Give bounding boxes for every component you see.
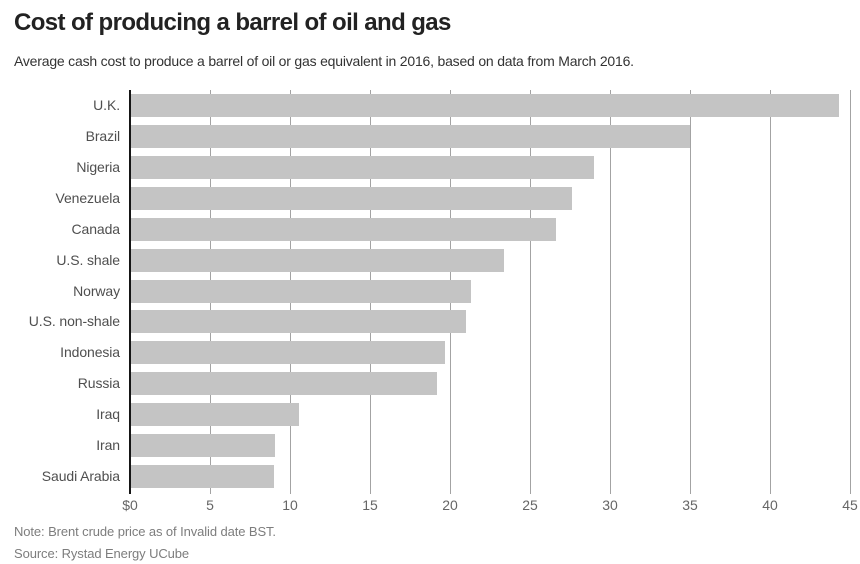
gridline xyxy=(530,90,531,494)
chart-source: Source: Rystad Energy UCube xyxy=(14,546,190,561)
bar xyxy=(131,465,274,489)
x-tick-label: 40 xyxy=(762,497,778,513)
category-label: Canada xyxy=(71,220,121,237)
bar xyxy=(131,155,594,179)
bar xyxy=(131,372,437,396)
x-tick-label: 35 xyxy=(682,497,698,513)
x-tick-label: 15 xyxy=(362,497,378,513)
bar xyxy=(131,310,466,334)
category-label: Nigeria xyxy=(76,158,120,175)
gridline xyxy=(770,90,771,494)
category-label: U.K. xyxy=(93,97,120,113)
bar xyxy=(131,248,504,272)
x-tick-label: 45 xyxy=(842,497,858,513)
chart-title: Cost of producing a barrel of oil and ga… xyxy=(14,9,451,36)
gridline xyxy=(690,90,691,494)
category-label: Brazil xyxy=(85,127,121,144)
category-label: Russia xyxy=(77,375,120,392)
bar xyxy=(131,217,556,241)
category-label: Iraq xyxy=(96,406,120,423)
bar xyxy=(131,186,572,210)
bar xyxy=(131,124,690,148)
category-label: Indonesia xyxy=(60,344,120,361)
bar-chart: $0 5 10 15 20 25 30 35 40 45 U.K. Brazil Nigeria Vene… xyxy=(0,90,860,520)
bar xyxy=(131,434,275,458)
bar xyxy=(131,279,471,303)
bar xyxy=(131,403,299,427)
x-tick-label: 5 xyxy=(206,497,214,513)
gridline xyxy=(610,90,611,494)
x-tick-label: 10 xyxy=(282,497,298,513)
x-tick-label: 20 xyxy=(442,497,458,513)
category-label: Saudi Arabia xyxy=(41,468,120,485)
x-tick-label: 30 xyxy=(602,497,618,513)
category-label: U.S. shale xyxy=(56,251,120,268)
x-tick-label: $0 xyxy=(122,497,138,513)
bar xyxy=(131,341,445,365)
gridline xyxy=(850,90,851,494)
x-axis-zero-line xyxy=(129,90,131,494)
category-label: Venezuela xyxy=(55,189,121,206)
chart-note: Note: Brent crude price as of Invalid da… xyxy=(14,524,276,539)
category-label: U.S. non-shale xyxy=(28,313,120,330)
category-label: Iran xyxy=(96,437,120,454)
x-tick-label: 25 xyxy=(522,497,538,513)
chart-subtitle: Average cash cost to produce a barrel of… xyxy=(14,53,634,69)
bar xyxy=(131,93,839,117)
category-label: Norway xyxy=(73,282,120,299)
